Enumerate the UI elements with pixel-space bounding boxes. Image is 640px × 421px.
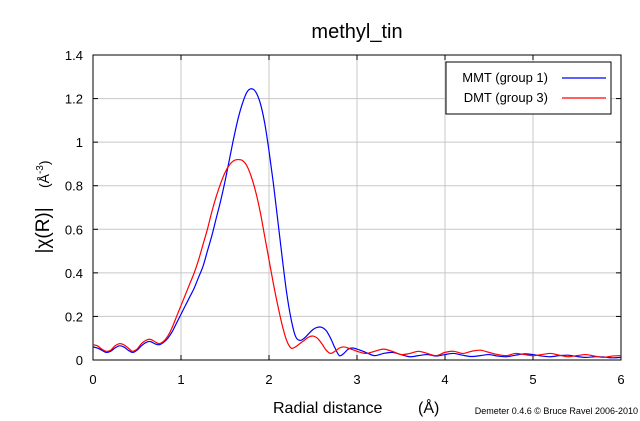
x-tick-label: 3 (353, 372, 360, 387)
y-axis-label: |χ(R)| (Å-3) (33, 160, 54, 253)
y-axis-label-main: |χ(R)| (33, 207, 54, 253)
chart-title: methyl_tin (311, 21, 402, 43)
axis-ticks: 0 1 2 3 4 5 6 0 0.2 0.4 0.6 0.8 1 1.2 1.4 (65, 48, 625, 387)
legend-label-series-1: MMT (group 1) (462, 70, 548, 85)
y-tick-label: 1.4 (65, 48, 83, 63)
x-tick-label: 2 (265, 372, 272, 387)
y-tick-label: 0.6 (65, 222, 83, 237)
y-tick-label: 0.4 (65, 266, 83, 281)
series-line-2 (92, 158, 622, 358)
grid (93, 55, 621, 360)
legend-box (445, 61, 612, 115)
x-axis-label: Radial distance (273, 400, 383, 417)
x-tick-label: 1 (177, 372, 184, 387)
svg-text:|χ(R)| (Å-3): |χ(R)| (Å-3) (33, 160, 54, 253)
y-axis-unit-close: ) (36, 160, 52, 165)
x-tick-label: 0 (89, 372, 96, 387)
y-axis-unit-exponent: -3 (35, 165, 46, 174)
x-tick-label: 5 (529, 372, 536, 387)
credit-text: Demeter 0.4.6 © Bruce Ravel 2006-2010 (475, 406, 638, 416)
series-layer (92, 88, 622, 359)
legend: MMT (group 1) DMT (group 3) (445, 61, 612, 115)
y-tick-label: 1.2 (65, 92, 83, 107)
x-tick-label: 6 (617, 372, 624, 387)
legend-label-series-2: DMT (group 3) (464, 90, 548, 105)
series-line-1 (92, 88, 622, 359)
y-tick-label: 0 (76, 353, 83, 368)
y-axis-unit: (Å (36, 173, 52, 188)
x-tick-label: 4 (441, 372, 448, 387)
y-tick-label: 0.8 (65, 179, 83, 194)
y-tick-label: 0.2 (65, 309, 83, 324)
x-axis-unit: (Å) (418, 398, 439, 417)
y-tick-label: 1 (76, 135, 83, 150)
